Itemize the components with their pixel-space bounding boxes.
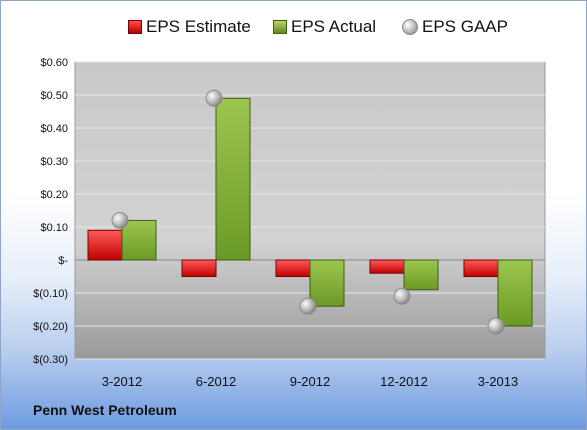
y-tick-label: $- [58, 255, 68, 267]
legend-swatch-gaap [402, 19, 418, 35]
legend: EPS Estimate EPS Actual EPS GAAP [0, 14, 587, 40]
y-tick-label: $(0.30) [33, 354, 68, 366]
bar-eps-estimate [87, 229, 123, 261]
legend-swatch-estimate [128, 20, 142, 34]
y-axis-tick-labels: $0.60 $0.50 $0.40 $0.30 $0.20 $0.10 $- $(0.10) $… [33, 57, 68, 366]
bar-eps-estimate [275, 259, 311, 277]
bar-eps-estimate [181, 259, 217, 277]
bar-eps-actual [497, 259, 533, 327]
marker-eps-gaap [299, 297, 317, 315]
y-tick-label: $0.60 [40, 57, 68, 69]
bar-eps-actual [403, 259, 439, 291]
bar-eps-estimate [463, 259, 499, 277]
legend-item-gaap: EPS GAAP [402, 14, 508, 40]
bar-eps-actual [121, 219, 157, 261]
y-tick-label: $0.30 [40, 156, 68, 168]
y-tick-label: $0.10 [40, 222, 68, 234]
legend-item-actual: EPS Actual [273, 14, 376, 40]
bar-eps-estimate [369, 259, 405, 274]
x-category-label: 3-2012 [102, 374, 142, 389]
x-category-label: 3-2013 [478, 374, 518, 389]
marker-eps-gaap [111, 211, 129, 229]
x-axis-category-labels: 3-2012 6-2012 9-2012 12-2012 3-2013 [102, 374, 518, 389]
bars [87, 89, 533, 335]
y-tick-label: $0.50 [40, 90, 68, 102]
bar-eps-actual [309, 259, 345, 307]
y-tick-label: $(0.10) [33, 288, 68, 300]
marker-eps-gaap [205, 89, 223, 107]
legend-item-estimate: EPS Estimate [128, 14, 251, 40]
x-category-label: 6-2012 [196, 374, 236, 389]
x-category-label: 12-2012 [380, 374, 428, 389]
legend-swatch-actual [273, 20, 287, 34]
legend-label-estimate: EPS Estimate [146, 17, 251, 36]
y-tick-label: $(0.20) [33, 321, 68, 333]
legend-label-gaap: EPS GAAP [422, 17, 508, 36]
x-category-label: 9-2012 [290, 374, 330, 389]
marker-eps-gaap [393, 287, 411, 305]
company-name: Penn West Petroleum [33, 402, 177, 418]
bar-eps-actual [215, 97, 251, 261]
y-tick-label: $0.20 [40, 189, 68, 201]
marker-eps-gaap [487, 317, 505, 335]
legend-label-actual: EPS Actual [291, 17, 377, 36]
y-tick-label: $0.40 [40, 123, 68, 135]
